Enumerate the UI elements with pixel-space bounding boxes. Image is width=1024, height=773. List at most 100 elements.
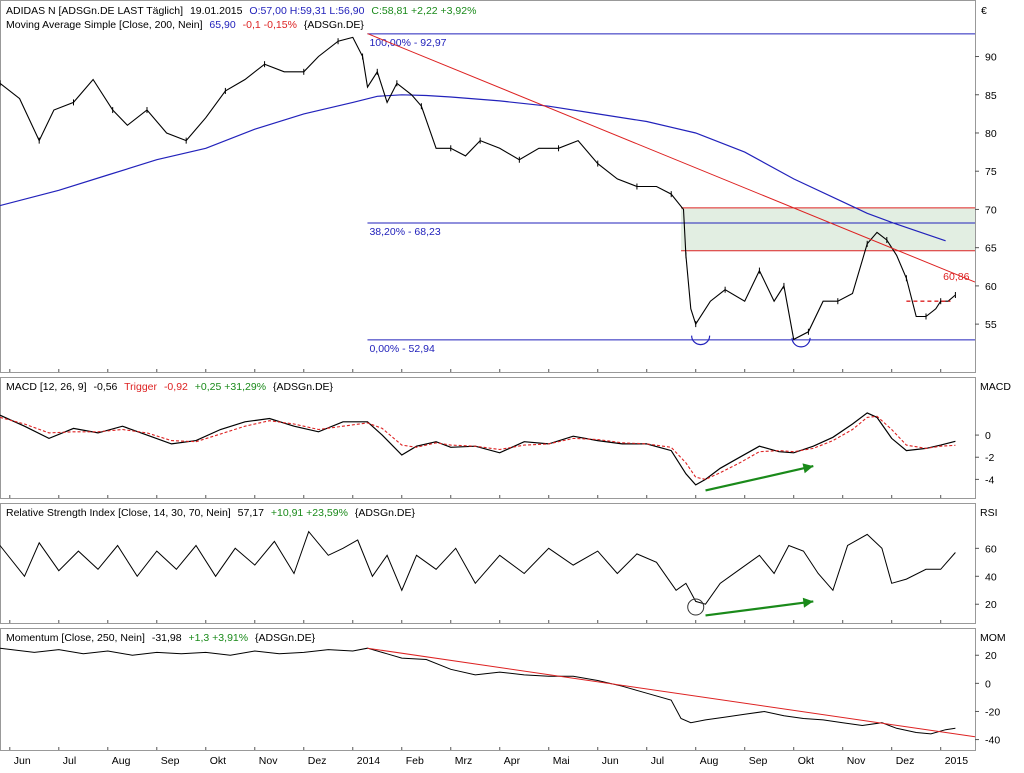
mom-ytick-label-3: 20: [985, 650, 997, 662]
rsi-header-symbol: {ADSGn.DE}: [355, 507, 416, 519]
mom-pane-frame: [0, 628, 976, 751]
x-tick-label-3: Sep: [161, 755, 180, 767]
price-ytick-label-4: 75: [985, 166, 997, 178]
x-tick-label-15: Sep: [749, 755, 768, 767]
price-ytick-label-2: 65: [985, 243, 997, 255]
macd-ytick-label-0: -4: [985, 474, 994, 486]
price-ytick-label-0: 55: [985, 319, 997, 331]
trendline-value-label: 60,86: [943, 271, 969, 283]
macd-header-trigger-value: -0,92: [164, 381, 188, 393]
rsi-header: Relative Strength Index [Close, 14, 30, …: [6, 507, 415, 519]
mom-header-symbol: {ADSGn.DE}: [255, 632, 316, 644]
macd-header-trigger-label: Trigger: [124, 381, 157, 393]
mom-header: Momentum [Close, 250, Nein] -31,98 +1,3 …: [6, 632, 316, 644]
sma-header-symbol: {ADSGn.DE}: [304, 19, 365, 31]
x-tick-label-0: Jun: [14, 755, 31, 767]
x-tick-label-13: Jul: [651, 755, 664, 767]
mom-ytick-label-2: 0: [985, 678, 991, 690]
rsi-header-name: Relative Strength Index [Close, 14, 30, …: [6, 507, 231, 519]
x-tick-label-7: 2014: [357, 755, 381, 767]
rsi-divergence-arrow-shaft: [705, 600, 814, 617]
x-tick-label-17: Nov: [847, 755, 866, 767]
price-header-line2: Moving Average Simple [Close, 200, Nein]…: [6, 19, 364, 31]
sma-header-name: Moving Average Simple [Close, 200, Nein]: [6, 19, 203, 31]
sma-header-change: -0,1 -0,15%: [243, 19, 297, 31]
x-tick-label-18: Dez: [896, 755, 915, 767]
rsi-header-change: +10,91 +23,59%: [271, 507, 348, 519]
sma-header-value: 65,90: [209, 19, 235, 31]
rsi-divergence-arrow-head: [802, 597, 814, 608]
macd-header: MACD [12, 26, 9] -0,56 Trigger -0,92 +0,…: [6, 381, 334, 393]
x-tick-label-6: Dez: [308, 755, 327, 767]
x-tick-label-4: Okt: [210, 755, 226, 767]
macd-pane-label: MACD: [980, 381, 1011, 393]
price-header-ohlc: O:57,00 H:59,31 L:56,90: [249, 5, 364, 17]
x-tick-label-1: Jul: [63, 755, 76, 767]
x-tick-label-14: Aug: [700, 755, 719, 767]
svg-text:Relative Strength Index [Close: Relative Strength Index [Close, 14, 30, …: [6, 507, 415, 519]
fib-zone: [681, 207, 975, 251]
macd-header-change: +0,25 +31,29%: [195, 381, 266, 393]
x-tick-label-19: 2015: [945, 755, 969, 767]
svg-text:Moving Average Simple [Close,: Moving Average Simple [Close, 200, Nein]…: [6, 19, 364, 31]
svg-text:ADIDAS N [ADSGn.DE LAST Täglic: ADIDAS N [ADSGn.DE LAST Täglich] 19.01.2…: [6, 5, 476, 17]
macd-header-value: -0,56: [93, 381, 117, 393]
price-header-line1: ADIDAS N [ADSGn.DE LAST Täglich] 19.01.2…: [6, 5, 476, 17]
x-tick-label-10: Apr: [504, 755, 521, 767]
x-tick-label-16: Okt: [798, 755, 814, 767]
price-header-date: 19.01.2015: [190, 5, 243, 17]
mom-header-change: +1,3 +3,91%: [189, 632, 249, 644]
momentum-trendline: [367, 647, 976, 738]
currency-symbol: €: [981, 5, 987, 17]
rsi-header-value: 57,17: [238, 507, 264, 519]
fib-level-label-2: 0,00% - 52,94: [369, 343, 435, 355]
chart-marks: Jun Jul Aug Sep Okt Nov Dez 2014 Feb Mrz Apr Mai Jun…: [0, 33, 1000, 767]
svg-text:Momentum [Close, 250, Nein]: Momentum [Close, 250, Nein] -31,98 +1,3 …: [6, 632, 316, 644]
price-pane-frame: [0, 0, 976, 373]
bottom-marker-0: [691, 335, 711, 346]
price-ytick-label-1: 60: [985, 281, 997, 293]
mom-header-name: Momentum [Close, 250, Nein]: [6, 632, 145, 644]
bottom-marker-1: [791, 337, 811, 348]
price-ytick-label-6: 85: [985, 90, 997, 102]
macd-divergence-arrow-shaft: [705, 465, 814, 492]
rsi-ytick-label-1: 40: [985, 571, 997, 583]
macd-ytick-label-2: 0: [985, 430, 991, 442]
rsi-line: [0, 530, 956, 605]
x-tick-label-2: Aug: [112, 755, 131, 767]
macd-trigger-line: [0, 415, 956, 480]
fib-level-label-1: 38,20% - 68,23: [369, 226, 440, 238]
mom-ytick-label-0: -40: [985, 735, 1000, 747]
price-line: [0, 36, 956, 341]
x-tick-label-11: Mai: [553, 755, 570, 767]
macd-header-name: MACD [12, 26, 9]: [6, 381, 87, 393]
rsi-pane-label: RSI: [980, 507, 998, 519]
svg-text:MACD [12, 26, 9] -0,56: MACD [12, 26, 9] -0,56 Trigger -0,92 +0,…: [6, 381, 334, 393]
rsi-bottom-circle: [687, 598, 705, 616]
x-tick-label-8: Feb: [406, 755, 424, 767]
mom-header-value: -31,98: [152, 632, 182, 644]
momentum-line: [0, 647, 956, 735]
macd-pane-frame: [0, 377, 976, 499]
price-header-close: C:58,81 +2,22 +3,92%: [371, 5, 476, 17]
price-ytick-label-7: 90: [985, 52, 997, 64]
price-ytick-label-3: 70: [985, 204, 997, 216]
rsi-pane-frame: [0, 503, 976, 624]
x-tick-label-12: Jun: [602, 755, 619, 767]
macd-header-symbol: {ADSGn.DE}: [273, 381, 334, 393]
macd-ytick-label-1: -2: [985, 452, 994, 464]
rsi-ytick-label-2: 60: [985, 543, 997, 555]
x-tick-label-5: Nov: [259, 755, 278, 767]
price-trendline: [367, 33, 976, 283]
sma-line: [0, 94, 946, 242]
price-ytick-label-5: 80: [985, 128, 997, 140]
x-tick-label-9: Mrz: [455, 755, 473, 767]
macd-divergence-arrow-head: [802, 463, 814, 474]
price-header-name: ADIDAS N [ADSGn.DE LAST Täglich]: [6, 5, 183, 17]
mom-pane-label: MOM: [980, 632, 1006, 644]
rsi-ytick-label-0: 20: [985, 599, 997, 611]
fib-level-label-0: 100,00% - 92,97: [369, 37, 446, 49]
mom-ytick-label-1: -20: [985, 706, 1000, 718]
